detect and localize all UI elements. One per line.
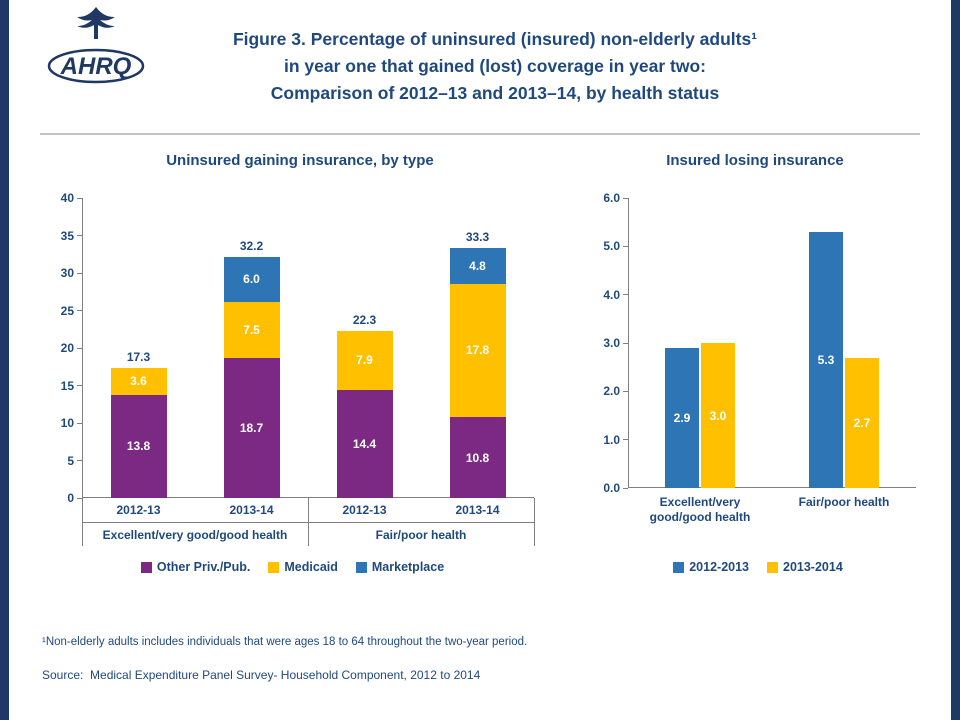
y-axis-tick <box>77 422 82 424</box>
x-axis-category-label: 2013-14 <box>455 503 500 517</box>
y-axis-tick-label: 30 <box>60 266 74 280</box>
title-divider-line <box>40 133 920 135</box>
x-axis-group-label: Fair/poor health <box>375 528 467 542</box>
x-axis-category-label: Excellent/very good/good health <box>649 495 751 524</box>
legend-swatch-marketplace <box>355 561 367 573</box>
x-axis-category-label: 2012-13 <box>342 503 387 517</box>
footnote: ¹Non-elderly adults includes individuals… <box>42 636 528 648</box>
uninsured-gaining-chart: 0 5 10 15 20 25 30 35 40 13.8 3.6 17.3 2012-13 18.7 7.… <box>40 188 545 560</box>
y-axis-tick-label: 15 <box>60 378 74 393</box>
x-axis-category-label: 2012-13 <box>116 503 161 517</box>
y-axis-tick <box>77 347 82 349</box>
y-axis-tick-label: 5 <box>67 453 74 468</box>
bar-segment-medicaid: 17.8 <box>449 283 506 417</box>
y-axis-tick <box>623 487 628 489</box>
source-note: Source: Medical Expenditure Panel Survey… <box>42 668 481 682</box>
bar-2013-2014: 3.0 <box>701 343 735 488</box>
bar-total-label: 33.3 <box>465 229 490 244</box>
legend-label: Other Priv./Pub. <box>156 560 251 574</box>
y-axis-tick <box>623 390 628 392</box>
legend-item-marketplace: Marketplace <box>355 560 445 574</box>
y-axis-tick <box>77 197 82 199</box>
y-axis-tick-label: 20 <box>60 341 74 355</box>
bar-2013-2014: 2.7 <box>845 357 879 488</box>
y-axis-tick <box>623 342 628 344</box>
bar-segment-other-priv-pub: 10.8 <box>449 417 506 498</box>
y-axis-tick <box>623 439 628 441</box>
bar-segment-other-priv-pub: 18.7 <box>223 357 280 498</box>
ahrq-logo-text: AHRQ <box>60 53 132 80</box>
x-axis-group-label: Excellent/very good/good health <box>102 528 288 542</box>
x-axis-category-label: Fair/poor health <box>798 495 890 509</box>
legend-item-other-priv-pub: Other Priv./Pub. <box>140 560 251 574</box>
category-separator-line <box>308 498 309 546</box>
figure-title-line-1: Figure 3. Percentage of uninsured (insur… <box>232 29 758 49</box>
y-axis-tick-label: 25 <box>60 303 74 318</box>
left-chart-title: Uninsured gaining insurance, by type <box>166 152 434 169</box>
bar-total-label: 17.3 <box>126 349 151 364</box>
bar-segment-marketplace: 6.0 <box>223 256 280 302</box>
y-axis-tick-label: 0.0 <box>603 481 620 495</box>
y-axis-tick-label: 3.0 <box>603 336 620 350</box>
right-chart-title: Insured losing insurance <box>666 152 844 169</box>
y-axis-tick-label: 35 <box>60 228 74 243</box>
right-chart-legend: 2012-2013 2013-2014 <box>588 560 928 574</box>
y-axis-tick-label: 5.0 <box>603 239 620 254</box>
y-axis-tick-label: 1.0 <box>603 432 620 447</box>
figure-title: Figure 3. Percentage of uninsured (insur… <box>150 26 840 107</box>
legend-swatch-medicaid <box>268 561 280 573</box>
figure-title-line-2: in year one that gained (lost) coverage … <box>283 56 707 77</box>
bar-segment-medicaid: 7.5 <box>223 301 280 358</box>
y-axis-tick-label: 2.0 <box>603 384 620 399</box>
y-axis-tick <box>77 235 82 236</box>
legend-item-2013-2014: 2013-2014 <box>767 560 843 574</box>
legend-label: Marketplace <box>371 560 445 574</box>
y-axis-tick-label: 40 <box>60 191 74 205</box>
category-separator-line <box>82 498 83 546</box>
y-axis-tick <box>77 310 82 311</box>
y-axis-tick <box>77 497 82 499</box>
legend-label: 2012-2013 <box>689 560 749 574</box>
ahrq-wordmark: AHRQ <box>47 48 145 84</box>
bar-segment-medicaid: 7.9 <box>336 330 393 390</box>
bar-total-label: 32.2 <box>239 238 264 253</box>
legend-item-medicaid: Medicaid <box>268 560 338 574</box>
bar-2012-2013: 2.9 <box>665 347 699 488</box>
legend-label: Medicaid <box>284 560 338 574</box>
y-axis-tick <box>623 245 628 247</box>
legend-swatch-2013-2014 <box>767 561 778 573</box>
y-axis-tick <box>77 460 82 461</box>
y-axis-tick-label: 10 <box>60 416 74 430</box>
left-edge-bar <box>0 0 9 720</box>
legend-swatch-2012-2013 <box>673 561 685 573</box>
y-axis-tick-label: 0 <box>67 491 74 505</box>
y-axis-tick <box>77 385 82 386</box>
y-axis-tick-label: 6.0 <box>603 191 620 205</box>
legend-label: 2013-2014 <box>783 560 843 574</box>
y-axis-tick <box>77 272 82 274</box>
y-axis-tick-label: 4.0 <box>603 287 620 302</box>
ahrq-logo: AHRQ <box>44 6 148 88</box>
bar-segment-medicaid: 3.6 <box>110 367 167 395</box>
bar-segment-other-priv-pub: 13.8 <box>110 394 167 498</box>
legend-item-2012-2013: 2012-2013 <box>673 560 749 574</box>
bar-segment-other-priv-pub: 14.4 <box>336 390 393 498</box>
legend-swatch-other-priv-pub <box>140 561 152 573</box>
hhs-eagle-icon <box>77 7 115 39</box>
insured-losing-chart: 0.0 1.0 2.0 3.0 4.0 5.0 6.0 2.9 3.0 Excellent/ver… <box>588 188 928 560</box>
bar-total-label: 22.3 <box>352 312 377 327</box>
bar-segment-marketplace: 4.8 <box>449 247 506 284</box>
y-axis-tick <box>623 294 628 296</box>
left-chart-legend: Other Priv./Pub. Medicaid Marketplace <box>40 560 545 574</box>
y-axis-tick <box>623 197 628 199</box>
category-separator-line <box>534 498 535 546</box>
figure-title-line-3: Comparison of 2012–13 and 2013–14, by he… <box>270 83 720 104</box>
x-axis-category-label: 2013-14 <box>229 503 274 517</box>
bar-2012-2013: 5.3 <box>809 231 843 488</box>
right-edge-bar <box>951 0 960 720</box>
